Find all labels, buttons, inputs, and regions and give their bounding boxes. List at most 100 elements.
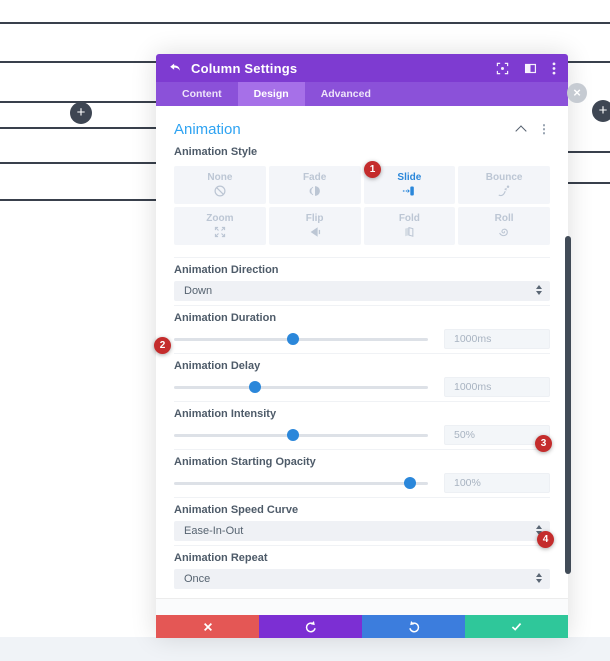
annotation-badge-3: 3 (535, 435, 552, 452)
annotation-badge-4: 4 (537, 531, 554, 548)
field-label: Animation Intensity (174, 408, 277, 420)
field-label: Animation Starting Opacity (174, 456, 316, 468)
zoom-icon (213, 225, 227, 240)
field-label: Animation Direction (174, 264, 279, 276)
animation-delay-field: Animation Delay 1000ms (174, 353, 550, 401)
focus-icon[interactable] (496, 62, 509, 75)
more-options-icon[interactable] (552, 61, 556, 75)
slider-thumb[interactable] (287, 429, 300, 441)
canvas-close-button[interactable]: × (567, 83, 587, 103)
select-arrows-icon (536, 573, 542, 583)
style-option-roll[interactable]: Roll (458, 207, 550, 245)
field-label: Animation Speed Curve (174, 504, 299, 516)
fold-icon (402, 225, 416, 240)
page-section-background (0, 637, 610, 661)
column-settings-modal: Column Settings Content Design Advanced An… (154, 54, 568, 638)
plus-icon: + (76, 104, 86, 121)
animation-section-header: Animation ⋮ (174, 116, 550, 142)
animation-speed-curve-field: Animation Speed Curve Ease-In-Out (174, 497, 550, 545)
animation-duration-value[interactable]: 1000ms (444, 329, 550, 349)
discard-button[interactable] (156, 615, 259, 638)
tab-advanced[interactable]: Advanced (320, 88, 371, 100)
add-column-button[interactable]: + (592, 100, 610, 122)
animation-duration-slider[interactable] (174, 333, 428, 345)
save-button[interactable] (465, 615, 568, 638)
slider-thumb[interactable] (287, 333, 300, 345)
animation-intensity-field: Animation Intensity 50% (174, 401, 550, 449)
select-value: Down (184, 285, 213, 297)
x-icon (202, 621, 214, 633)
animation-speed-curve-select[interactable]: Ease-In-Out (174, 521, 550, 541)
split-view-icon[interactable] (524, 62, 537, 75)
undo-button[interactable] (259, 615, 362, 638)
page-divider (0, 127, 157, 129)
none-icon (213, 184, 227, 199)
page-divider (568, 151, 610, 153)
annotation-badge-2: 2 (154, 337, 171, 354)
animation-intensity-value[interactable]: 50% (444, 425, 550, 445)
style-option-label: Flip (305, 212, 324, 224)
animation-repeat-field: Animation Repeat Once (174, 545, 550, 593)
chevron-up-icon[interactable] (515, 124, 527, 137)
check-icon (510, 620, 523, 633)
redo-icon (407, 620, 421, 634)
style-option-none[interactable]: None (174, 166, 266, 204)
page-divider (0, 199, 157, 201)
animation-fields: Animation Direction Down Animation Duratio… (174, 257, 550, 593)
animation-style-label: Animation Style (174, 146, 258, 158)
field-label: Animation Repeat (174, 552, 268, 564)
modal-footer-gap (156, 598, 568, 615)
modal-footer (156, 615, 568, 638)
animation-direction-select[interactable]: Down (174, 281, 550, 301)
close-icon: × (573, 85, 581, 100)
back-icon[interactable] (168, 61, 182, 75)
field-label: Animation Delay (174, 360, 261, 372)
style-option-zoom[interactable]: Zoom (174, 207, 266, 245)
section-menu-icon[interactable]: ⋮ (538, 122, 550, 136)
bounce-icon (497, 184, 511, 199)
animation-starting-opacity-slider[interactable] (174, 477, 428, 489)
style-option-flip[interactable]: Flip (268, 207, 361, 245)
style-option-label: Fade (302, 171, 327, 183)
roll-icon (497, 225, 511, 240)
page-divider (568, 182, 610, 184)
modal-titlebar[interactable]: Column Settings (156, 54, 568, 82)
style-option-label: Bounce (485, 171, 523, 183)
add-row-button[interactable]: + (70, 102, 92, 124)
style-option-label: Zoom (206, 212, 234, 224)
style-option-label: Slide (397, 171, 422, 183)
animation-duration-field: Animation Duration 1000ms (174, 305, 550, 353)
page-divider (0, 22, 610, 24)
modal-title: Column Settings (191, 60, 298, 76)
style-option-fold[interactable]: Fold (363, 207, 456, 245)
annotation-badge-1: 1 (364, 161, 381, 178)
plus-icon: + (598, 102, 608, 119)
tab-content[interactable]: Content (182, 88, 222, 100)
select-value: Ease-In-Out (184, 525, 244, 537)
field-label: Animation Duration (174, 312, 277, 324)
animation-repeat-select[interactable]: Once (174, 569, 550, 589)
select-value: Once (184, 573, 211, 585)
slide-icon (402, 184, 416, 199)
slider-thumb[interactable] (404, 477, 417, 489)
animation-intensity-slider[interactable] (174, 429, 428, 441)
style-option-label: Fold (398, 212, 420, 224)
animation-starting-opacity-value[interactable]: 100% (444, 473, 550, 493)
modal-content: Animation ⋮ Animation Style None Fade Slid… (156, 106, 568, 598)
redo-button[interactable] (362, 615, 465, 638)
animation-direction-field: Animation Direction Down (174, 257, 550, 305)
animation-starting-opacity-field: Animation Starting Opacity 100% (174, 449, 550, 497)
page-divider (0, 162, 157, 164)
section-title: Animation (174, 120, 241, 138)
animation-style-grid: None Fade Slide Bounce Zoom Flip Fold Roll (174, 166, 550, 245)
style-option-fade[interactable]: Fade (268, 166, 361, 204)
modal-scrollbar[interactable] (565, 236, 571, 574)
animation-delay-value[interactable]: 1000ms (444, 377, 550, 397)
animation-delay-slider[interactable] (174, 381, 428, 393)
tab-design[interactable]: Design (237, 82, 305, 106)
style-option-bounce[interactable]: Bounce (458, 166, 550, 204)
style-option-label: None (207, 171, 233, 183)
flip-icon (308, 225, 322, 240)
slider-thumb[interactable] (249, 381, 262, 393)
undo-icon (304, 620, 318, 634)
